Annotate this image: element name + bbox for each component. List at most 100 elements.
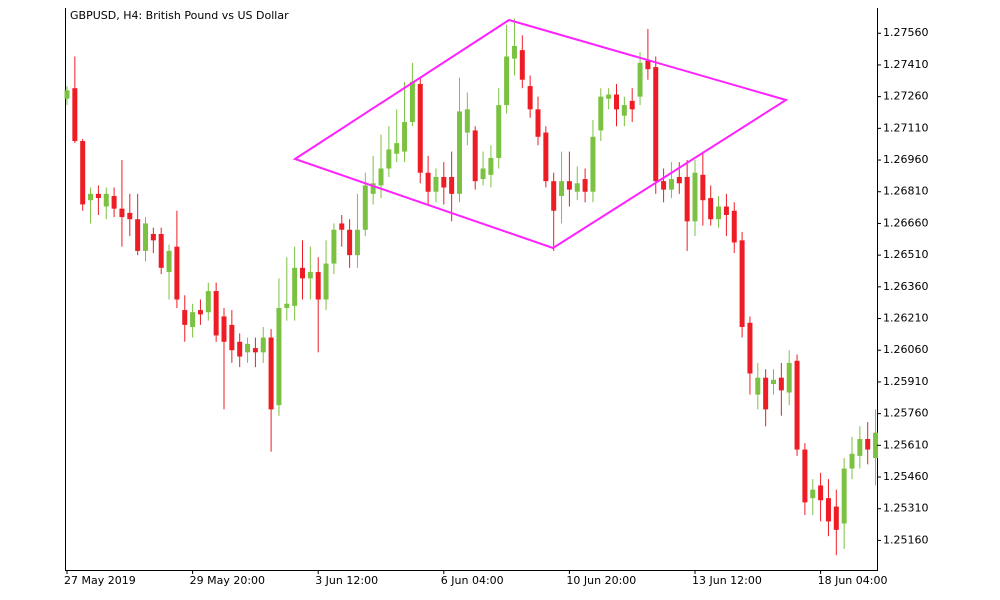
candle-body bbox=[472, 130, 478, 182]
candle-body bbox=[158, 234, 164, 268]
candle-body bbox=[190, 312, 196, 327]
candle-body bbox=[394, 143, 400, 154]
candle-body bbox=[245, 343, 251, 353]
candle-body bbox=[519, 50, 525, 80]
candle-body bbox=[354, 229, 360, 256]
y-tick-label: 1.25760 bbox=[883, 407, 929, 420]
candle-body bbox=[449, 176, 455, 194]
y-tick-label: 1.26060 bbox=[883, 343, 929, 356]
candle-body bbox=[425, 172, 431, 192]
candle-body bbox=[771, 379, 776, 385]
candle-body bbox=[873, 432, 879, 458]
candle-body bbox=[566, 181, 572, 190]
y-tick-label: 1.26360 bbox=[883, 280, 929, 293]
candle-body bbox=[543, 132, 549, 182]
candle-body bbox=[260, 337, 266, 353]
candle-body bbox=[339, 223, 345, 230]
y-tick-label: 1.27110 bbox=[883, 121, 929, 134]
candle-body bbox=[433, 176, 439, 192]
candle-body bbox=[755, 377, 761, 395]
x-tick-label: 18 Jun 04:00 bbox=[818, 574, 888, 587]
candle-body bbox=[174, 246, 180, 300]
candle-body bbox=[629, 100, 635, 110]
y-tick-label: 1.26810 bbox=[883, 185, 929, 198]
y-tick-label: 1.25160 bbox=[883, 533, 929, 546]
candle-body bbox=[119, 208, 125, 218]
candle-body bbox=[716, 206, 722, 220]
candle-body bbox=[268, 337, 274, 410]
candle-body bbox=[300, 267, 305, 279]
candle-body bbox=[213, 291, 219, 336]
candle-body bbox=[237, 341, 243, 357]
candle-body bbox=[700, 174, 706, 201]
candle-body bbox=[551, 181, 557, 211]
candle-body bbox=[661, 181, 667, 190]
candle-body bbox=[88, 193, 94, 201]
x-tick-label: 27 May 2019 bbox=[64, 574, 136, 587]
candle-body bbox=[794, 360, 800, 450]
candle-body bbox=[637, 62, 643, 97]
candle-body bbox=[488, 157, 494, 175]
candle-body bbox=[849, 453, 855, 469]
candle-body bbox=[582, 179, 588, 192]
candle-body bbox=[496, 105, 502, 158]
candle-body bbox=[292, 267, 298, 306]
candle-body bbox=[692, 172, 698, 222]
y-tick-label: 1.25610 bbox=[883, 438, 929, 451]
candle-body bbox=[378, 168, 384, 186]
candle-body bbox=[574, 183, 580, 192]
candle-body bbox=[614, 94, 619, 110]
y-tick-label: 1.26510 bbox=[883, 248, 929, 261]
candle-body bbox=[763, 377, 769, 410]
candle-body bbox=[182, 310, 188, 325]
candle-body bbox=[135, 219, 141, 251]
candle-body bbox=[80, 141, 86, 205]
y-tick-label: 1.27260 bbox=[883, 90, 929, 103]
candle-body bbox=[331, 229, 337, 264]
candle-body bbox=[786, 362, 792, 393]
candle-body bbox=[150, 234, 156, 241]
x-tick-label: 10 Jun 20:00 bbox=[566, 574, 636, 587]
candle-body bbox=[166, 250, 172, 273]
candle-body bbox=[409, 81, 415, 122]
candle-body bbox=[323, 263, 329, 300]
candle-body bbox=[723, 206, 729, 215]
candle-body bbox=[197, 310, 203, 315]
candle-body bbox=[606, 94, 612, 99]
candle-body bbox=[417, 83, 423, 173]
x-tick-label: 6 Jun 04:00 bbox=[441, 574, 504, 587]
candle-body bbox=[676, 176, 682, 184]
candle-body bbox=[103, 193, 109, 207]
candle-body bbox=[739, 240, 745, 327]
candle-body bbox=[504, 56, 510, 106]
candle-body bbox=[833, 506, 839, 530]
candle-body bbox=[386, 149, 392, 169]
candle-body bbox=[252, 348, 258, 353]
candle-body bbox=[72, 88, 78, 142]
y-tick-label: 1.25310 bbox=[883, 502, 929, 515]
candle-body bbox=[441, 176, 447, 188]
candle-body bbox=[818, 485, 824, 501]
candle-body bbox=[143, 223, 148, 251]
candle-body bbox=[708, 198, 714, 220]
candle-body bbox=[229, 324, 235, 351]
y-tick-label: 1.26210 bbox=[883, 312, 929, 325]
candle-body bbox=[315, 272, 321, 300]
candle-body bbox=[307, 272, 313, 279]
candles bbox=[64, 18, 879, 556]
candle-body bbox=[127, 212, 133, 220]
candle-body bbox=[731, 210, 737, 243]
candle-body bbox=[778, 377, 784, 391]
candle-body bbox=[559, 181, 565, 196]
candle-body bbox=[457, 111, 462, 194]
candle-body bbox=[590, 136, 596, 192]
candle-body bbox=[810, 489, 816, 499]
y-tick-label: 1.25910 bbox=[883, 375, 929, 388]
candle-body bbox=[511, 45, 517, 59]
y-tick-label: 1.26960 bbox=[883, 153, 929, 166]
y-tick-label: 1.25460 bbox=[883, 470, 929, 483]
candle-body bbox=[284, 303, 290, 308]
candle-body bbox=[205, 291, 211, 313]
candle-body bbox=[111, 195, 117, 209]
